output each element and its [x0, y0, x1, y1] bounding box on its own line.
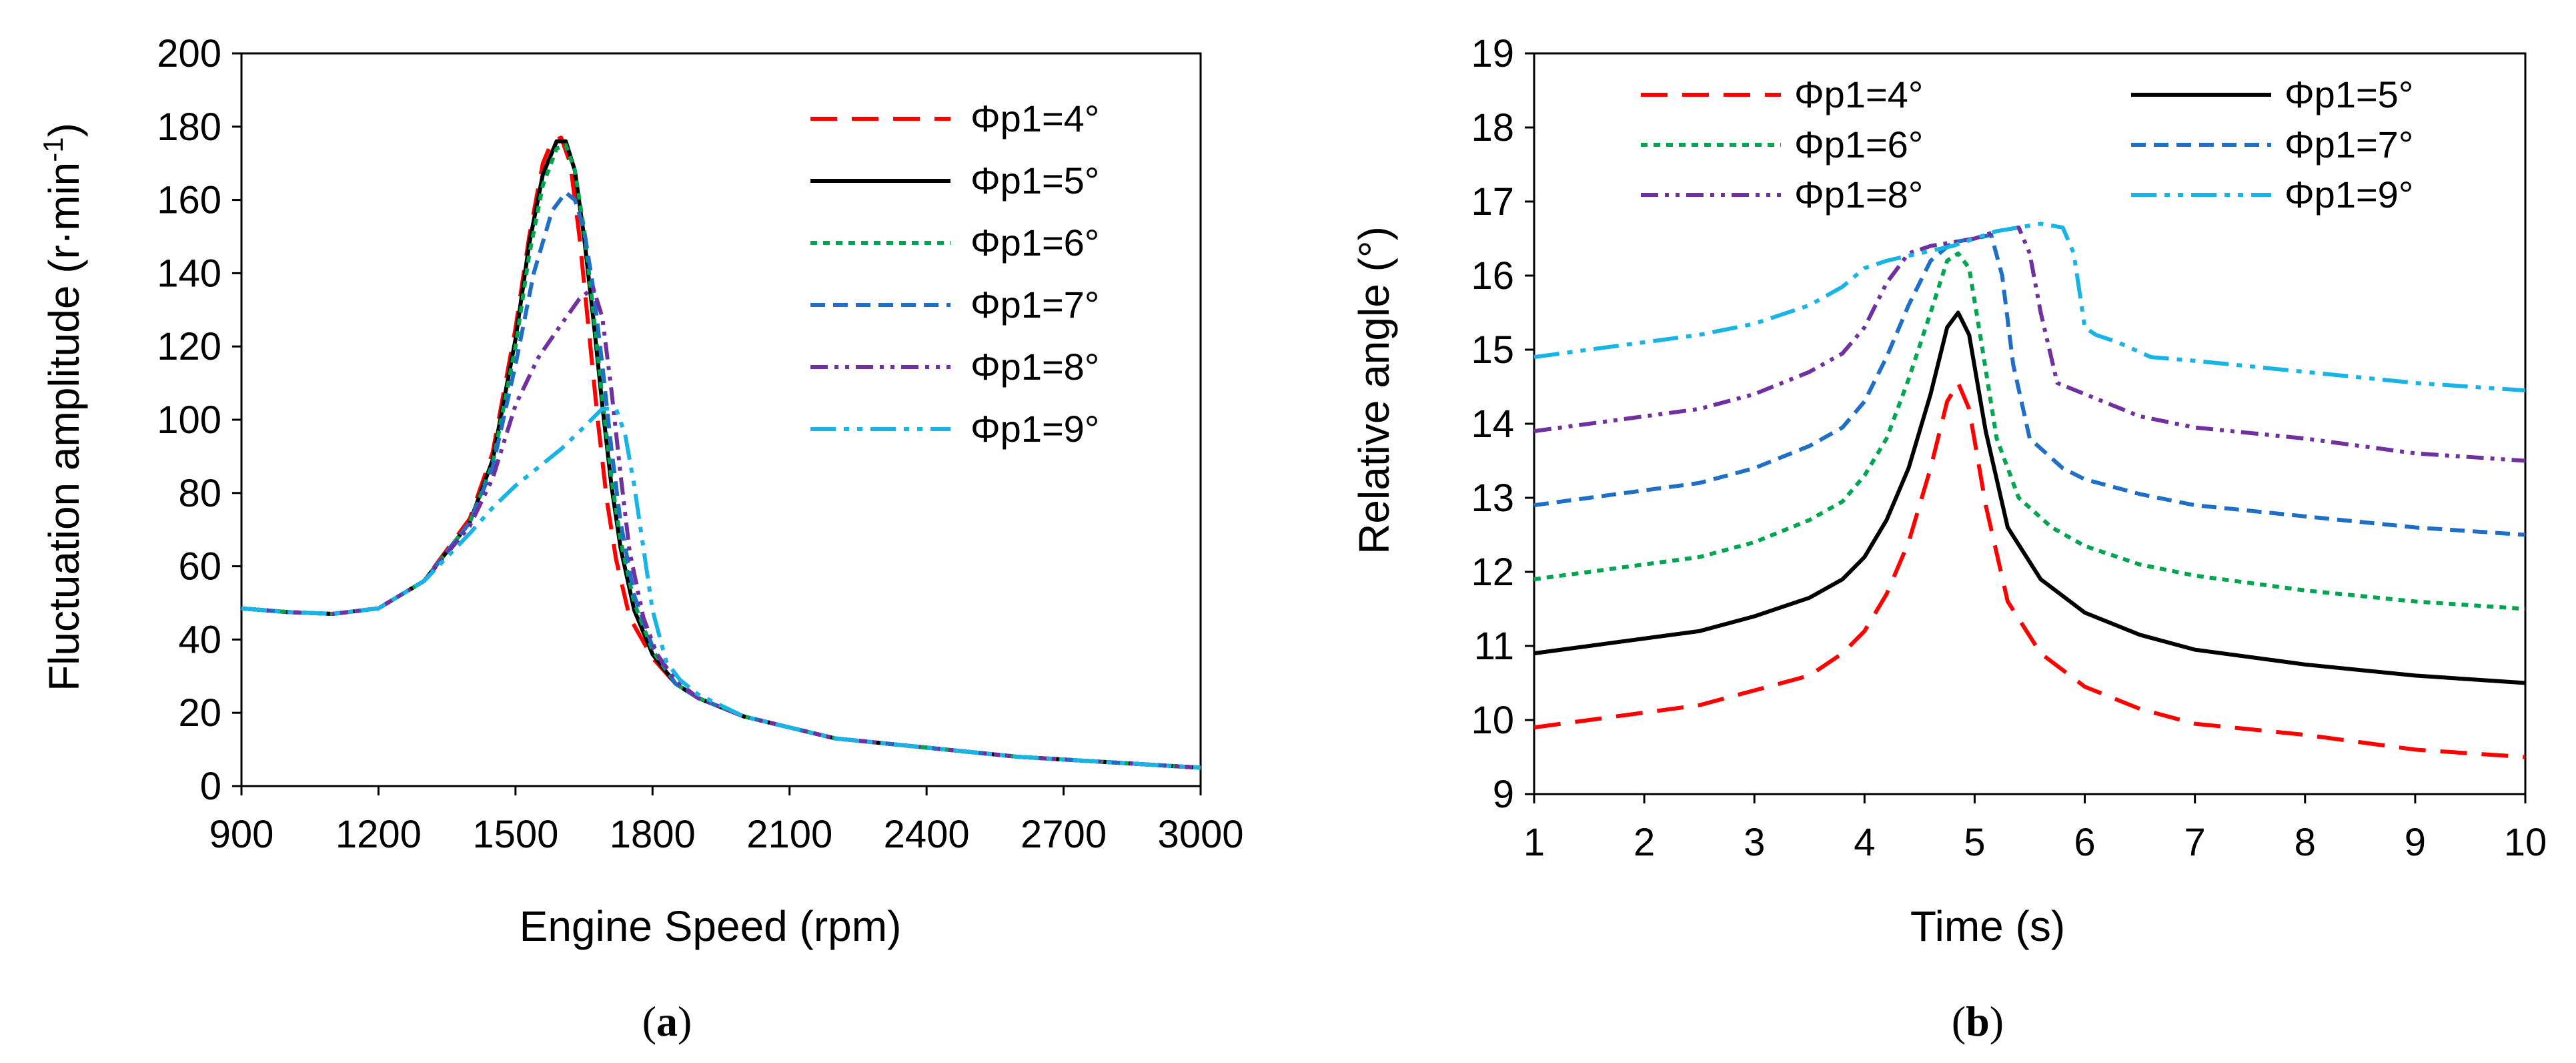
panel-a-x-tick-label: 900 — [209, 813, 274, 856]
panel-b-series-line-6 — [1533, 222, 2526, 393]
panel-a-series-line-6 — [241, 406, 1201, 770]
panel-a-y-tick-label: 120 — [157, 325, 221, 368]
panel-b-x-tick-label: 7 — [2184, 821, 2206, 864]
panel-a-y-axis-title-end: ) — [40, 123, 88, 137]
panel-a-y-axis-title-sup: -1 — [37, 137, 69, 161]
panel-b-series-line-2 — [1533, 310, 2526, 685]
panel-a-legend-label-6: Φp1=9° — [971, 408, 1099, 450]
panel-b-y-tick-label: 11 — [1474, 625, 1514, 668]
panel-a-x-axis-title: Engine Speed (rpm) — [520, 902, 902, 950]
panel-a-legend-label-3: Φp1=6° — [971, 222, 1099, 264]
panel-b-x-tick-label: 5 — [1964, 821, 1985, 864]
panel-b-series-line-1 — [1533, 380, 2526, 759]
panel-b-y-tick-label: 16 — [1471, 254, 1514, 298]
panel-a-y-axis-title: Fluctuation amplitude (r·min-1) — [37, 123, 88, 691]
panel-b-label-letter: b — [1966, 998, 1990, 1045]
panel-b-x-tick-label: 10 — [2504, 821, 2547, 864]
panel-a-y-tick-label: 200 — [157, 32, 221, 75]
panel-b-x-tick-label: 8 — [2295, 821, 2316, 864]
panel-a-y-tick-label: 60 — [178, 545, 221, 589]
panel-a-x-tick-label: 1800 — [610, 813, 696, 856]
panel-b-y-tick-label: 14 — [1471, 402, 1514, 446]
panel-b-x-tick-label: 1 — [1523, 821, 1545, 864]
panel-b-y-tick-label: 17 — [1471, 180, 1514, 224]
panel-a-y-tick-label: 20 — [178, 691, 221, 735]
panel-a-chart: Engine Speed (rpm) Fluctuation amplitude… — [37, 32, 1244, 1045]
panel-a-series-line-5 — [241, 286, 1201, 770]
panel-a-x-tick-label: 1500 — [472, 813, 558, 856]
panel-a-legend-label-2: Φp1=5° — [971, 159, 1099, 202]
panel-b-x-axis-title: Time (s) — [1910, 902, 2065, 950]
panel-b-series-line-5 — [1533, 225, 2526, 463]
panel-a-x-tick-label: 3000 — [1157, 813, 1243, 856]
panel-a-label-letter: a — [656, 998, 678, 1045]
panel-b-y-tick-label: 12 — [1471, 551, 1514, 594]
panel-a-legend-label-5: Φp1=8° — [971, 346, 1099, 388]
panel-b-legend-label-1: Φp1=4° — [1794, 73, 1923, 115]
panel-b-y-tick-label: 18 — [1471, 106, 1514, 149]
panel-a-y-tick-label: 180 — [157, 105, 221, 149]
panel-b-series-line-3 — [1533, 251, 2526, 611]
panel-a-y-tick-label: 0 — [200, 765, 221, 808]
panel-a-y-tick-label: 160 — [157, 179, 221, 222]
panel-a-y-tick-label: 80 — [178, 472, 221, 515]
panel-a-x-tick-label: 2400 — [884, 813, 970, 856]
panel-b-x-tick-label: 4 — [1854, 821, 1875, 864]
panel-b-legend-label-3: Φp1=6° — [1794, 123, 1923, 165]
panel-b-x-tick-label: 9 — [2405, 821, 2426, 864]
panel-b-y-tick-label: 10 — [1471, 699, 1514, 742]
panel-b-y-tick-label: 9 — [1493, 773, 1514, 816]
panel-a-y-tick-label: 140 — [157, 252, 221, 295]
panel-b-legend-label-4: Φp1=7° — [2285, 123, 2413, 165]
panel-b-x-tick-label: 3 — [1744, 821, 1765, 864]
panel-a-series-line-4 — [241, 190, 1201, 770]
panel-a-x-tick-label: 2100 — [746, 813, 832, 856]
panel-b-label: (b) — [1952, 998, 2004, 1045]
panel-a-legend-label-1: Φp1=4° — [971, 97, 1099, 139]
panel-b-y-axis-title: Relative angle (°) — [1350, 226, 1398, 555]
panel-b-series-line-4 — [1533, 232, 2526, 537]
panel-a-y-axis-title-main: Fluctuation amplitude (r·min — [40, 162, 88, 691]
panel-b-y-tick-label: 15 — [1471, 328, 1514, 372]
panel-b-legend-label-5: Φp1=8° — [1794, 173, 1923, 216]
panel-b-y-tick-label: 19 — [1471, 32, 1514, 75]
panel-a-series-line-3 — [241, 143, 1201, 770]
panel-b-legend-label-6: Φp1=9° — [2285, 173, 2413, 216]
panel-a-x-tick-label: 2700 — [1021, 813, 1107, 856]
panel-a-y-tick-label: 100 — [157, 398, 221, 442]
panel-b-x-tick-label: 2 — [1634, 821, 1655, 864]
panel-a-legend-label-4: Φp1=7° — [971, 284, 1099, 326]
panel-b-x-tick-label: 6 — [2074, 821, 2095, 864]
panel-a-y-tick-label: 40 — [178, 618, 221, 661]
panel-b-y-tick-label: 13 — [1471, 476, 1514, 520]
panel-b-legend-label-2: Φp1=5° — [2285, 73, 2413, 115]
panel-a-x-tick-label: 1200 — [336, 813, 422, 856]
panel-a-label: (a) — [642, 998, 692, 1045]
